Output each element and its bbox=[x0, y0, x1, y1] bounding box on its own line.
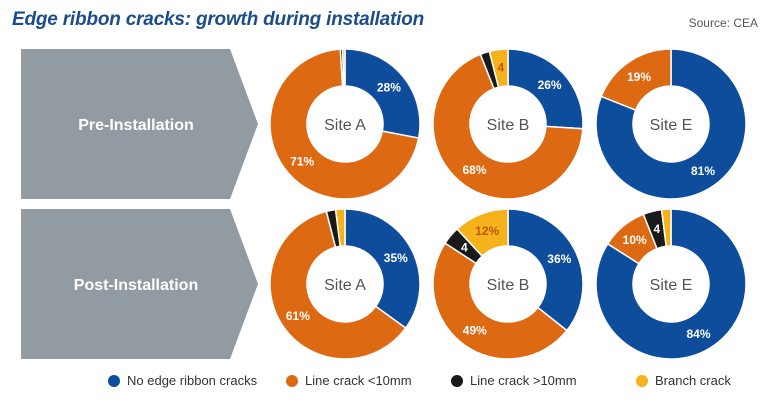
data-label: 81% bbox=[691, 164, 715, 178]
donut-slice-no-cracks bbox=[595, 208, 747, 360]
donut-slice-no-cracks bbox=[344, 48, 421, 139]
legend-swatch bbox=[636, 374, 648, 387]
legend-swatch bbox=[108, 374, 120, 387]
donut-slice-branch bbox=[341, 48, 346, 87]
data-label: 4 bbox=[461, 240, 468, 254]
legend-item-line-gt10: Line crack >10mm bbox=[451, 373, 577, 388]
row-arrow-pre bbox=[21, 49, 258, 199]
donut-slice-branch bbox=[660, 208, 672, 248]
donut-slice-line-lt10 bbox=[432, 53, 584, 200]
data-label: 4 bbox=[653, 222, 660, 236]
data-label: 49% bbox=[463, 323, 487, 337]
donut-slice-no-cracks bbox=[595, 48, 747, 200]
donut-slice-no-cracks bbox=[344, 208, 421, 330]
donut-pre-site-a: 28% 71% Site A bbox=[269, 48, 421, 200]
chart-title: Edge ribbon cracks: growth during instal… bbox=[12, 9, 425, 30]
donut-slice-line-lt10 bbox=[269, 48, 420, 200]
row-arrow-post bbox=[21, 209, 258, 359]
donut-hole bbox=[633, 246, 709, 322]
legend-label: Line crack >10mm bbox=[470, 373, 577, 388]
donut-slice-line-lt10 bbox=[269, 210, 407, 360]
donut-slice-branch bbox=[488, 48, 509, 89]
legend-label: Branch crack bbox=[655, 373, 731, 388]
legend-item-line-lt10: Line crack <10mm bbox=[286, 373, 412, 388]
donut-pre-site-e: 81% 19% Site E bbox=[595, 48, 747, 200]
legend-label: No edge ribbon cracks bbox=[127, 373, 258, 388]
donut-hole bbox=[470, 246, 546, 322]
legend-swatch bbox=[451, 374, 463, 387]
site-label: Site A bbox=[324, 117, 366, 134]
legend: No edge ribbon cracks Line crack <10mm L… bbox=[108, 373, 748, 393]
site-label: Site B bbox=[487, 277, 530, 294]
data-label: 68% bbox=[462, 163, 486, 177]
donut-post-site-a: 35% 61% Site A bbox=[269, 208, 421, 360]
data-label: 12% bbox=[475, 224, 499, 238]
data-label: 26% bbox=[538, 78, 562, 92]
site-label: Site E bbox=[650, 117, 693, 134]
site-label: Site E bbox=[650, 277, 693, 294]
data-label: 10% bbox=[623, 233, 647, 247]
donut-slice-branch bbox=[334, 208, 346, 248]
source-note: Source: CEA bbox=[688, 16, 758, 30]
row-label-post: Post-Installation bbox=[74, 277, 198, 294]
donut-slice-branch bbox=[456, 208, 509, 258]
data-label: 36% bbox=[547, 252, 571, 266]
legend-swatch bbox=[286, 374, 298, 387]
data-label: 61% bbox=[286, 309, 310, 323]
row-banner-post: Post-Installation bbox=[21, 209, 258, 359]
donut-hole bbox=[633, 86, 709, 162]
donut-slice-line-lt10 bbox=[432, 242, 568, 360]
data-label: 84% bbox=[686, 327, 710, 341]
data-label: 19% bbox=[627, 70, 651, 84]
data-label: 28% bbox=[377, 81, 401, 95]
site-label: Site B bbox=[487, 117, 530, 134]
donut-pre-site-b: 26% 68% 4 Site B bbox=[432, 48, 584, 200]
donut-hole bbox=[470, 86, 546, 162]
legend-item-branch: Branch crack bbox=[636, 373, 731, 388]
row-banner-pre: Pre-Installation bbox=[21, 49, 258, 199]
legend-item-no-cracks: No edge ribbon cracks bbox=[108, 373, 257, 388]
site-label: Site A bbox=[324, 277, 366, 294]
donut-hole bbox=[307, 246, 383, 322]
donut-slice-line-lt10 bbox=[600, 48, 672, 111]
donut-slice-no-cracks bbox=[507, 208, 584, 332]
legend-label: Line crack <10mm bbox=[305, 373, 412, 388]
donut-post-site-b: 36% 49% 4 12% Site B bbox=[432, 208, 584, 360]
row-label-pre: Pre-Installation bbox=[78, 117, 194, 134]
donut-hole bbox=[307, 86, 383, 162]
data-label: 4 bbox=[498, 60, 505, 74]
data-label: 35% bbox=[384, 251, 408, 265]
data-label: 71% bbox=[290, 155, 314, 169]
donut-charts: 28% 71% Site A 26% 68% 4 Site B 81% 19% Site E 35%… bbox=[269, 48, 747, 360]
donut-post-site-e: 84% 10% 4 Site E bbox=[595, 208, 747, 360]
